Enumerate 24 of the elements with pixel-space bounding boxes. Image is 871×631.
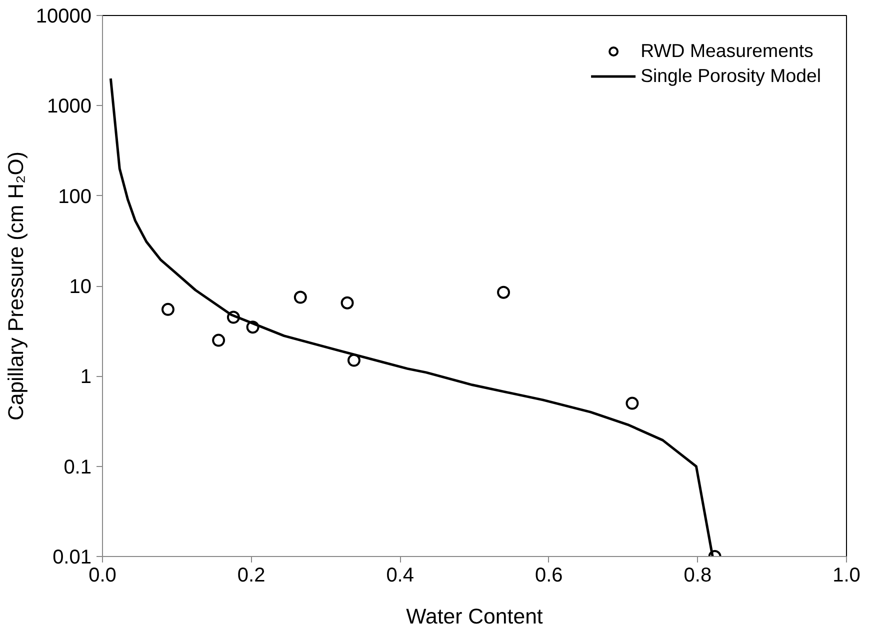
x-tick-label: 0.6	[535, 564, 563, 586]
y-tick-label: 1000	[47, 96, 92, 118]
y-axis-title: Capillary Pressure (cm H₂O)	[4, 152, 28, 420]
y-tick-label: 10	[69, 276, 92, 298]
x-tick-label: 0.8	[684, 564, 712, 586]
y-tick-label: 0.1	[64, 456, 92, 478]
point	[161, 302, 174, 316]
y-tick-label: 10000	[36, 6, 92, 28]
x-axis-title: Water Content	[406, 604, 543, 628]
x-tick-label: 1.0	[832, 564, 860, 586]
x-tick-label: 0.4	[386, 564, 414, 586]
point	[226, 310, 240, 324]
point	[246, 320, 260, 334]
point	[347, 354, 360, 367]
y-tick-label: 1	[80, 366, 92, 388]
y-tick-label: 100	[58, 186, 92, 208]
point	[626, 396, 639, 410]
point	[294, 290, 307, 304]
point	[212, 334, 226, 347]
legend-label: RWD Measurements	[640, 40, 814, 62]
point	[497, 286, 510, 299]
point	[340, 296, 354, 310]
legend-label: Single Porosity Model	[640, 65, 821, 87]
x-tick-label: 0.2	[237, 564, 266, 586]
